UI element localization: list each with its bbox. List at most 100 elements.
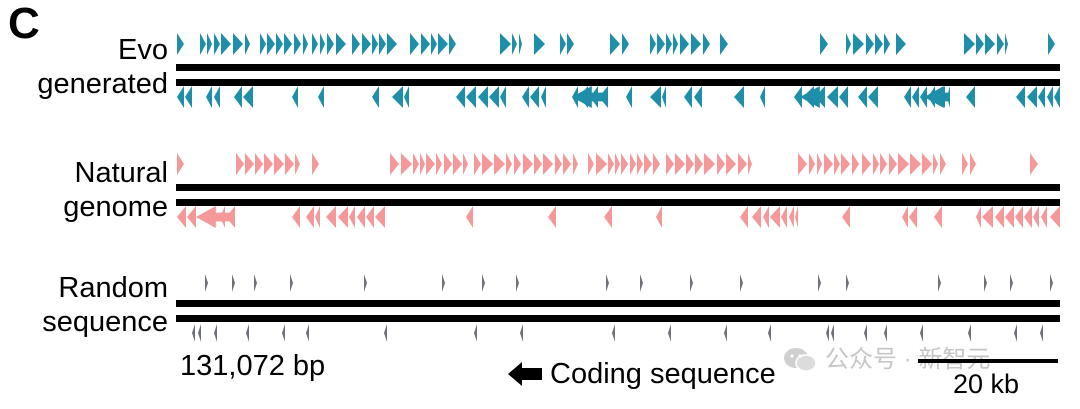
gene-arrow [686, 153, 694, 175]
gene-arrow [626, 86, 632, 108]
legend-label: Coding sequence [550, 358, 776, 390]
gene-arrow [827, 86, 838, 108]
gene-arrow [875, 33, 883, 55]
random-orf-mark [968, 324, 971, 342]
genome-strand-line [176, 300, 1060, 307]
random-orf-mark [198, 324, 201, 342]
gene-arrow [366, 206, 374, 228]
random-orf-mark [482, 274, 485, 292]
gene-arrow [466, 86, 476, 108]
gene-arrow [292, 86, 298, 108]
gene-arrow [523, 153, 533, 175]
gene-arrow [752, 206, 761, 228]
gene-arrow [604, 206, 612, 228]
gene-arrow [372, 33, 378, 55]
gene-arrow [873, 153, 879, 175]
gene-arrow [717, 153, 725, 175]
gene-arrow [596, 153, 607, 175]
gene-arrow [657, 33, 665, 55]
random-orf-mark [246, 324, 249, 342]
gene-arrow [276, 33, 283, 55]
gene-arrow [694, 86, 702, 108]
gene-arrow [292, 206, 300, 228]
gene-arrow [284, 33, 292, 55]
gene-arrow-large [196, 206, 234, 228]
gene-arrow [976, 206, 981, 228]
gene-arrow [653, 153, 660, 175]
gene-arrow [456, 86, 465, 108]
gene-arrow [995, 206, 1004, 228]
gene-arrow [534, 33, 545, 55]
gene-arrow [200, 33, 206, 55]
gene-arrow [315, 206, 320, 228]
gene-arrow [673, 33, 678, 55]
random-orf-mark [254, 274, 257, 292]
gene-arrow [413, 153, 419, 175]
genome-strand-line [176, 64, 1060, 71]
gene-arrow [853, 33, 864, 55]
gene-arrow [912, 86, 919, 108]
gene-arrow [352, 33, 360, 55]
gene-arrow [644, 153, 652, 175]
gene-arrow [933, 153, 938, 175]
gene-arrow [1027, 86, 1037, 108]
gene-arrow [449, 33, 456, 55]
random-orf-mark [606, 274, 609, 292]
gene-arrow [233, 33, 243, 55]
gene-arrow [1047, 86, 1053, 108]
gene-arrow [650, 33, 656, 55]
gene-arrow [922, 153, 932, 175]
gene-arrow [245, 153, 254, 175]
gene-arrow [245, 33, 250, 55]
random-orf-mark [282, 324, 285, 342]
gene-arrow [474, 153, 481, 175]
gene-arrow [608, 153, 614, 175]
random-orf-mark [846, 274, 849, 292]
gene-arrow [214, 33, 220, 55]
gene-arrow [1041, 206, 1047, 228]
gene-arrow [560, 33, 566, 55]
track-label-random: Random sequence [42, 271, 168, 339]
genome-strand-line [176, 315, 1060, 322]
gene-arrow [976, 33, 984, 55]
track-label-evo: Evo generated [37, 33, 168, 101]
gene-arrow [255, 153, 263, 175]
gene-arrow [236, 153, 244, 175]
gene-arrow [312, 153, 319, 175]
gene-arrow [695, 153, 703, 175]
gene-arrow [726, 153, 736, 175]
gene-arrow [795, 206, 798, 228]
gene-arrow [904, 86, 911, 108]
gene-arrow [390, 153, 399, 175]
gene-arrow [534, 153, 542, 175]
gene-arrow [868, 86, 878, 108]
gene-arrow [563, 153, 571, 175]
gene-arrow [274, 153, 284, 175]
gene-arrow [650, 86, 661, 108]
gene-arrow [846, 33, 851, 55]
random-orf-mark [818, 274, 821, 292]
legend: Coding sequence [508, 357, 776, 391]
gene-arrow [522, 86, 529, 108]
gene-arrow [573, 153, 578, 175]
gene-arrow [898, 153, 909, 175]
gene-arrow [185, 86, 192, 108]
gene-arrow [338, 206, 348, 228]
gene-arrow [820, 33, 828, 55]
random-orf-mark [384, 324, 387, 342]
genome-length-label: 131,072 bp [180, 350, 326, 382]
gene-arrow [880, 153, 887, 175]
random-orf-mark [1040, 324, 1043, 342]
gene-arrow [834, 153, 840, 175]
gene-arrow [349, 206, 355, 228]
gene-arrow [1054, 86, 1060, 108]
gene-arrow [512, 33, 517, 55]
gene-arrow [691, 33, 701, 55]
gene-arrow [1038, 86, 1045, 108]
random-orf-mark [984, 274, 987, 292]
gene-arrow [326, 206, 336, 228]
random-orf-mark [516, 274, 519, 292]
gene-arrow [934, 206, 942, 228]
genome-strand-line [176, 199, 1060, 206]
gene-arrow [622, 33, 629, 55]
